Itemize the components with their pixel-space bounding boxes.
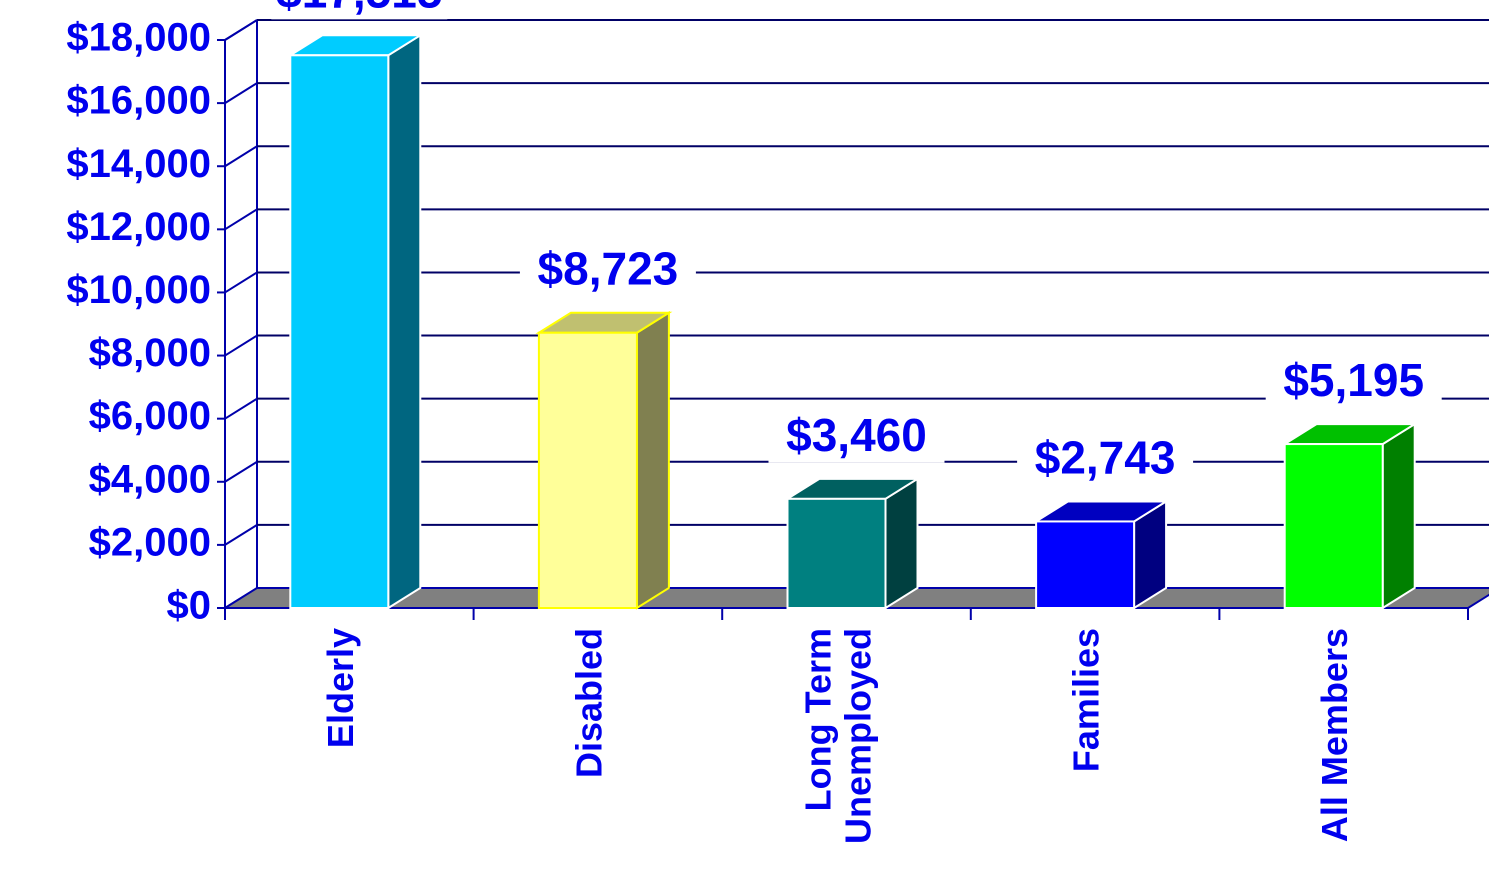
tick-diag	[224, 145, 258, 168]
bar-side	[635, 310, 670, 610]
bar	[286, 33, 424, 610]
x-tick-label: Families	[1066, 628, 1107, 772]
tick-diag	[224, 524, 258, 546]
x-tick-label: Long TermUnemployed	[797, 628, 878, 844]
bar	[535, 310, 673, 610]
value-label-bg	[1265, 356, 1442, 409]
tick-diag	[224, 208, 258, 231]
bar	[1281, 422, 1419, 610]
x-tick-label: All Members	[1314, 628, 1355, 842]
bar-front	[786, 497, 887, 609]
tick-diag	[224, 334, 258, 357]
x-tick-label: Elderly	[320, 628, 361, 748]
y-tick-label: $10,000	[66, 268, 211, 312]
tick-diag	[224, 82, 258, 104]
tick-diag	[224, 19, 258, 41]
bar-front	[289, 54, 390, 609]
bar-front	[1035, 520, 1136, 610]
bar-side	[387, 33, 422, 610]
bar	[1032, 499, 1170, 610]
value-label-bg	[1017, 433, 1194, 486]
y-tick-label: $16,000	[66, 79, 211, 123]
y-tick-label: $12,000	[66, 205, 211, 249]
value-label-bg	[271, 0, 448, 20]
y-tick-label: $18,000	[66, 16, 211, 60]
y-tick-label: $0	[167, 584, 212, 628]
bar-front	[537, 331, 638, 609]
value-label: $3,460	[786, 409, 927, 461]
y-tick-label: $8,000	[89, 331, 211, 375]
tick-diag	[224, 397, 258, 420]
bar-side	[884, 477, 919, 610]
tick-diag	[224, 271, 258, 294]
y-tick-label: $6,000	[89, 394, 211, 438]
y-tick-label: $4,000	[89, 457, 211, 501]
value-label: $17,515	[276, 0, 442, 17]
x-tick-label: Disabled	[568, 628, 609, 778]
value-label-bg	[768, 410, 945, 463]
value-label: $5,195	[1283, 354, 1424, 406]
bar-front	[1283, 443, 1384, 609]
y-tick-label: $14,000	[66, 142, 211, 186]
value-label: $2,743	[1035, 431, 1176, 483]
bar	[784, 477, 921, 610]
value-label: $8,723	[538, 243, 679, 295]
y-tick-label: $2,000	[89, 520, 211, 564]
tick-diag	[224, 460, 258, 483]
value-label-bg	[519, 244, 696, 297]
bar-side	[1381, 422, 1416, 610]
